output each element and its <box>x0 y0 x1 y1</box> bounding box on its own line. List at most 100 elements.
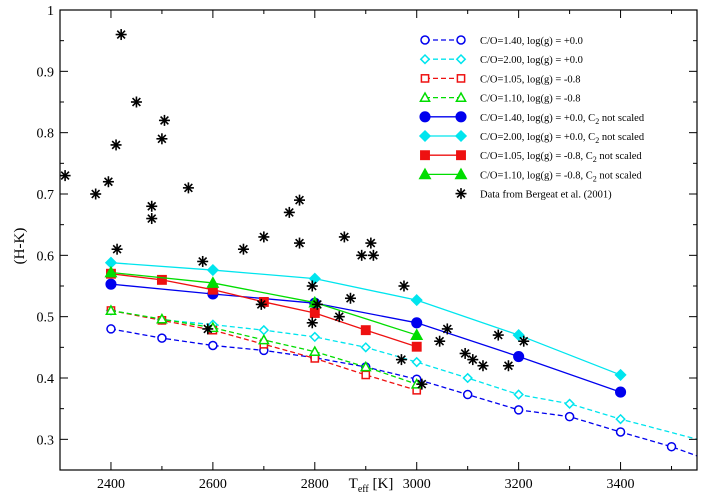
series-line <box>110 309 697 440</box>
data-point <box>360 325 371 336</box>
observation-point <box>156 133 168 145</box>
legend-label: C/O=1.05, log(g) = -0.8, C2 not scaled <box>480 151 642 164</box>
legend-label-rest: not scaled <box>599 132 645 143</box>
observation-point <box>459 347 471 359</box>
data-point <box>206 263 219 277</box>
observation-point <box>344 292 356 304</box>
series-line <box>110 328 697 457</box>
legend-label: C/O=1.05, log(g) = -0.8 <box>480 74 581 85</box>
y-tick-label: 0.3 <box>37 433 55 448</box>
data-point <box>513 405 524 415</box>
x-axis-title-rest: [K] <box>369 476 394 492</box>
data-point <box>615 386 627 398</box>
observation-point <box>441 323 453 335</box>
observation-point <box>365 237 377 249</box>
data-point <box>105 278 117 290</box>
data-point <box>615 427 626 437</box>
observation-point <box>115 29 127 41</box>
data-point <box>411 356 422 368</box>
observations-layer <box>60 29 530 390</box>
legend-entry: C/O=1.10, log(g) = -0.8 <box>419 91 581 105</box>
data-point <box>106 324 116 334</box>
data-point <box>462 389 473 400</box>
observation-point <box>111 243 123 255</box>
data-point <box>513 389 524 400</box>
data-point <box>614 368 627 381</box>
legend-label-main: C/O=1.40, log(g) = +0.0 <box>480 36 583 47</box>
x-axis-title-main: T <box>349 476 358 492</box>
observation-point <box>146 200 158 212</box>
observation-point <box>356 249 368 261</box>
observation-point <box>110 139 122 151</box>
series-layer <box>104 256 697 457</box>
legend-entry: C/O=1.40, log(g) = +0.0 <box>420 35 583 47</box>
legend-marker <box>420 74 430 83</box>
legend-label-main: C/O=1.05, log(g) = -0.8, C <box>480 151 593 162</box>
observation-point <box>395 354 407 366</box>
observation-point <box>416 378 428 390</box>
data-point <box>206 276 220 288</box>
data-point <box>410 294 423 307</box>
data-point <box>359 360 372 372</box>
legend-label-sub: 2 <box>593 155 597 164</box>
legend-label: C/O=1.10, log(g) = -0.8, C2 not scaled <box>480 170 642 183</box>
legend-label: C/O=1.40, log(g) = +0.0 <box>480 36 583 47</box>
legend-label-main: C/O=2.00, log(g) = +0.0 <box>480 55 583 66</box>
observation-point <box>182 182 194 194</box>
legend-marker <box>420 150 430 161</box>
data-point <box>411 341 422 352</box>
legend-marker <box>455 53 467 65</box>
legend-label: C/O=1.40, log(g) = +0.0, C2 not scaled <box>480 113 645 126</box>
data-point <box>309 308 320 318</box>
observation-point <box>90 188 102 200</box>
legend-marker <box>454 129 468 143</box>
data-point <box>308 272 321 285</box>
legend-entry: C/O=2.00, log(g) = +0.0 <box>419 53 583 66</box>
legend-entry: Data from Bergeat et al. (2001) <box>455 188 612 201</box>
observation-point <box>283 206 295 218</box>
x-tick-label: 3400 <box>607 477 635 492</box>
x-tick-label: 3200 <box>505 477 533 492</box>
x-axis-title: Teff [K] <box>349 476 394 495</box>
legend-marker <box>456 74 466 83</box>
legend-entry: C/O=1.05, log(g) = -0.8 <box>420 74 581 85</box>
y-axis-title: (H-K) <box>12 228 28 265</box>
legend-entry: C/O=1.05, log(g) = -0.8, C2 not scaled <box>420 150 642 164</box>
observation-point <box>518 335 530 347</box>
legend-label-rest: not scaled <box>597 170 643 181</box>
y-tick-label: 0.7 <box>37 188 55 203</box>
series-line <box>110 271 417 336</box>
observation-point <box>258 231 270 243</box>
data-point <box>104 265 118 278</box>
observation-point <box>367 249 379 261</box>
observation-point <box>306 280 318 292</box>
legend-label-main: C/O=1.10, log(g) = -0.8 <box>480 94 581 105</box>
legend-entry: C/O=2.00, log(g) = +0.0, C2 not scaled <box>418 129 645 145</box>
data-point <box>156 312 168 324</box>
data-point <box>462 372 473 384</box>
legend-entry: C/O=1.10, log(g) = -0.8, C2 not scaled <box>418 167 642 183</box>
data-point <box>361 370 371 380</box>
data-point <box>666 441 677 452</box>
observation-point <box>477 360 489 372</box>
data-point <box>156 274 167 285</box>
legend-marker <box>455 188 467 200</box>
legend-label-sub: 2 <box>595 117 599 126</box>
data-point <box>411 317 423 329</box>
series-2 <box>105 305 697 440</box>
x-tick-label: 3000 <box>403 477 431 492</box>
legend-label-sub: 2 <box>595 136 599 145</box>
legend-label: C/O=2.00, log(g) = +0.0, C2 not scaled <box>480 132 645 145</box>
observation-point <box>130 96 142 108</box>
observation-point <box>311 298 323 310</box>
observation-point <box>146 213 158 225</box>
y-tick-label: 0.5 <box>37 311 55 326</box>
observation-point <box>102 176 114 188</box>
observation-point <box>333 311 345 323</box>
data-point <box>564 411 575 422</box>
legend-marker <box>419 111 431 123</box>
observation-point <box>467 354 479 366</box>
observation-point <box>60 170 71 182</box>
data-point <box>513 350 525 363</box>
